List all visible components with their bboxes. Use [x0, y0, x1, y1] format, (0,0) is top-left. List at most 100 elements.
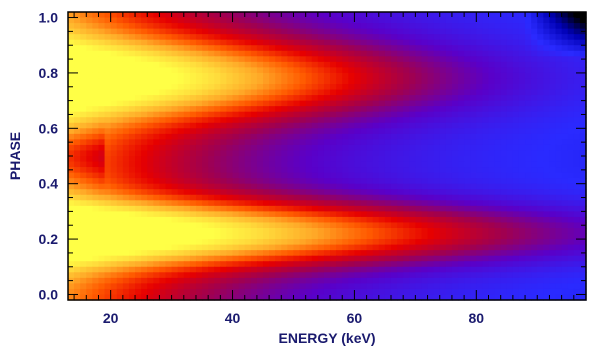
- heatmap-cell: [378, 61, 386, 68]
- heatmap-cell: [573, 167, 581, 174]
- heatmap-cell: [421, 233, 429, 240]
- heatmap-cell: [445, 288, 453, 296]
- heatmap-cell: [390, 23, 398, 30]
- heatmap-cell: [183, 50, 191, 57]
- heatmap-cell: [470, 261, 477, 268]
- heatmap-cell: [256, 106, 264, 113]
- heatmap-cell: [445, 67, 453, 74]
- heatmap-cell: [177, 288, 185, 296]
- heatmap-cell: [311, 288, 319, 296]
- heatmap-cell: [122, 233, 130, 240]
- heatmap-cell: [518, 261, 526, 268]
- heatmap-cell: [451, 50, 459, 57]
- heatmap-cell: [476, 244, 483, 251]
- heatmap-cell: [543, 17, 551, 24]
- heatmap-cell: [427, 183, 435, 190]
- heatmap-cell: [415, 183, 423, 190]
- heatmap-cell: [202, 244, 209, 251]
- heatmap-cell: [403, 261, 410, 268]
- heatmap-cell: [330, 272, 337, 279]
- heatmap-cell: [86, 233, 93, 240]
- heatmap-cell: [177, 200, 185, 207]
- heatmap-cell: [80, 167, 87, 174]
- heatmap-cell: [494, 172, 502, 179]
- heatmap-cell: [366, 222, 374, 229]
- heatmap-cell: [342, 277, 349, 284]
- heatmap-cell: [403, 50, 410, 57]
- heatmap-cell: [433, 250, 441, 257]
- heatmap-cell: [269, 167, 276, 174]
- heatmap-cell: [360, 272, 368, 279]
- heatmap-cell: [165, 272, 173, 279]
- heatmap-cell: [202, 84, 209, 91]
- heatmap-cell: [92, 106, 100, 113]
- heatmap-cell: [372, 261, 380, 268]
- heatmap-cell: [269, 100, 276, 107]
- heatmap-cell: [238, 244, 246, 251]
- heatmap-cell: [135, 61, 142, 68]
- heatmap-cell: [80, 78, 87, 85]
- heatmap-cell: [384, 200, 392, 207]
- heatmap-cell: [104, 288, 112, 296]
- heatmap-cell: [390, 67, 398, 74]
- heatmap-cell: [397, 167, 404, 174]
- heatmap-cell: [500, 128, 508, 135]
- heatmap-cell: [494, 84, 502, 91]
- heatmap-cell: [98, 216, 106, 224]
- heatmap-cell: [512, 144, 520, 152]
- heatmap-cell: [433, 255, 441, 262]
- heatmap-cell: [232, 178, 240, 185]
- heatmap-cell: [458, 216, 465, 224]
- heatmap-cell: [153, 139, 161, 146]
- heatmap-cell: [330, 288, 337, 296]
- heatmap-cell: [464, 156, 471, 163]
- heatmap-cell: [305, 156, 313, 163]
- heatmap-cell: [202, 111, 209, 118]
- heatmap-cell: [397, 228, 404, 235]
- heatmap-cell: [92, 128, 100, 135]
- heatmap-cell: [202, 161, 209, 168]
- heatmap-cell: [366, 178, 374, 185]
- heatmap-cell: [573, 144, 581, 152]
- heatmap-cell: [531, 84, 538, 91]
- heatmap-cell: [250, 17, 258, 24]
- heatmap-cell: [360, 111, 368, 118]
- heatmap-cell: [366, 61, 374, 68]
- heatmap-cell: [561, 61, 569, 68]
- heatmap-cell: [202, 12, 209, 19]
- heatmap-cell: [153, 244, 161, 251]
- heatmap-cell: [573, 189, 581, 196]
- heatmap-cell: [500, 111, 508, 118]
- heatmap-cell: [141, 67, 148, 74]
- heatmap-cell: [293, 288, 301, 296]
- heatmap-cell: [354, 78, 362, 85]
- heatmap-cell: [116, 222, 124, 229]
- heatmap-cell: [573, 228, 581, 235]
- heatmap-cell: [500, 84, 508, 91]
- heatmap-cell: [433, 72, 441, 80]
- heatmap-cell: [226, 288, 234, 296]
- heatmap-cell: [232, 255, 240, 262]
- heatmap-cell: [153, 239, 161, 246]
- heatmap-cell: [409, 23, 416, 30]
- heatmap-cell: [122, 255, 130, 262]
- heatmap-cell: [518, 117, 526, 124]
- heatmap-cell: [244, 122, 252, 129]
- heatmap-cell: [323, 128, 331, 135]
- heatmap-cell: [177, 111, 185, 118]
- heatmap-cell: [104, 139, 112, 146]
- heatmap-cell: [421, 34, 429, 41]
- heatmap-cell: [543, 78, 551, 85]
- heatmap-cell: [403, 111, 410, 118]
- heatmap-cell: [537, 128, 544, 135]
- heatmap-cell: [415, 200, 423, 207]
- y-tick-label: 0.0: [39, 286, 59, 302]
- heatmap-cell: [189, 28, 197, 35]
- heatmap-cell: [256, 266, 264, 273]
- heatmap-cell: [451, 150, 459, 157]
- heatmap-cell: [549, 17, 557, 24]
- heatmap-cell: [244, 205, 252, 212]
- heatmap-cell: [445, 244, 453, 251]
- heatmap-cell: [128, 216, 136, 224]
- heatmap-cell: [189, 61, 197, 68]
